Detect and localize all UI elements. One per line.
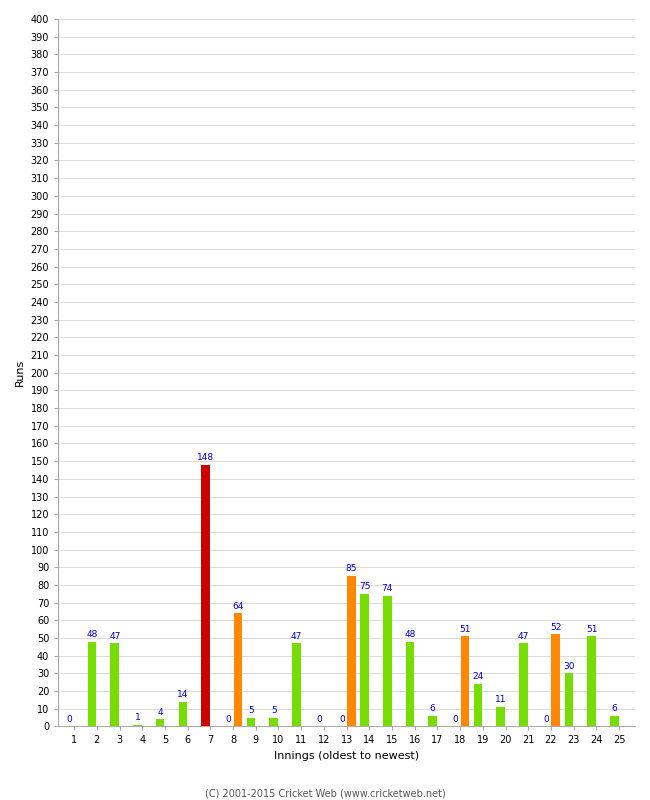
Bar — [461, 636, 469, 726]
Bar — [133, 725, 142, 726]
Text: 51: 51 — [459, 625, 471, 634]
Bar — [202, 465, 210, 726]
Text: 47: 47 — [291, 632, 302, 641]
Text: 0: 0 — [452, 714, 458, 724]
Text: 0: 0 — [66, 714, 72, 724]
Bar — [565, 674, 573, 726]
Text: 14: 14 — [177, 690, 188, 699]
Bar — [406, 642, 414, 726]
Bar — [292, 643, 301, 726]
Bar — [88, 642, 96, 726]
Bar — [179, 702, 187, 726]
Text: 74: 74 — [382, 584, 393, 593]
Text: 1: 1 — [135, 713, 140, 722]
Text: 48: 48 — [404, 630, 415, 639]
Text: 51: 51 — [586, 625, 597, 634]
Bar — [347, 576, 356, 726]
Text: 75: 75 — [359, 582, 370, 591]
Text: 5: 5 — [271, 706, 277, 715]
Bar — [497, 707, 505, 726]
Text: 0: 0 — [339, 714, 345, 724]
Bar — [111, 643, 119, 726]
Text: 52: 52 — [550, 622, 562, 632]
Text: 6: 6 — [612, 704, 618, 713]
Text: 64: 64 — [232, 602, 244, 610]
Bar — [610, 716, 619, 726]
Text: 4: 4 — [157, 708, 163, 717]
Text: 85: 85 — [346, 565, 357, 574]
Bar — [269, 718, 278, 726]
Text: 11: 11 — [495, 695, 506, 704]
Bar — [360, 594, 369, 726]
Text: 24: 24 — [473, 672, 484, 682]
Text: 47: 47 — [109, 632, 120, 641]
Text: 0: 0 — [543, 714, 549, 724]
Bar — [519, 643, 528, 726]
Text: 6: 6 — [430, 704, 436, 713]
Text: (C) 2001-2015 Cricket Web (www.cricketweb.net): (C) 2001-2015 Cricket Web (www.cricketwe… — [205, 788, 445, 798]
Bar — [233, 614, 242, 726]
Bar — [588, 636, 596, 726]
Y-axis label: Runs: Runs — [15, 359, 25, 386]
X-axis label: Innings (oldest to newest): Innings (oldest to newest) — [274, 751, 419, 761]
Text: 47: 47 — [518, 632, 529, 641]
Text: 5: 5 — [248, 706, 254, 715]
Text: 148: 148 — [197, 453, 214, 462]
Text: 30: 30 — [563, 662, 575, 670]
Bar — [247, 718, 255, 726]
Bar — [156, 719, 164, 726]
Bar — [383, 595, 391, 726]
Text: 0: 0 — [226, 714, 231, 724]
Text: 0: 0 — [317, 714, 322, 724]
Bar — [551, 634, 560, 726]
Bar — [428, 716, 437, 726]
Text: 48: 48 — [86, 630, 98, 639]
Bar — [474, 684, 482, 726]
